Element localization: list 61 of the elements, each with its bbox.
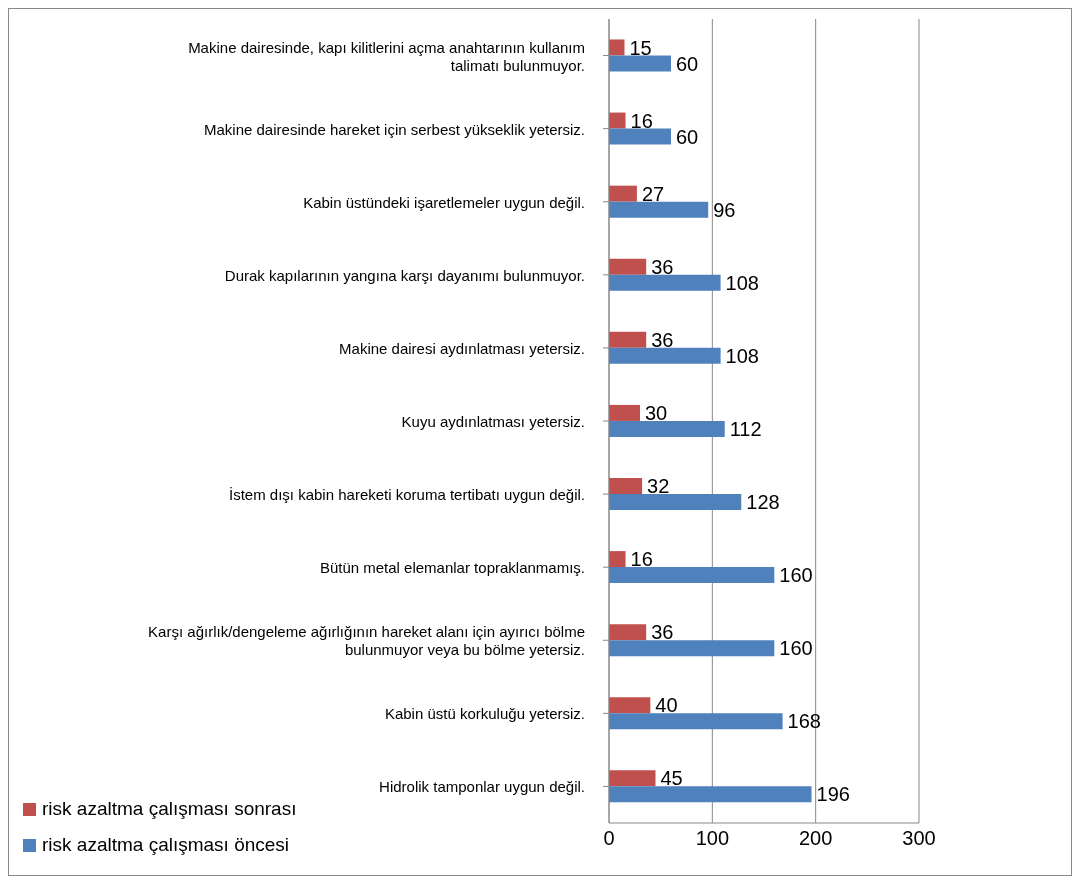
bar — [609, 567, 775, 584]
bar — [609, 420, 725, 437]
bar — [609, 258, 647, 275]
bar — [609, 478, 643, 495]
bar — [609, 404, 640, 421]
bar — [609, 697, 651, 714]
y-tick-label: Durak kapılarının yangına karşı dayanımı bulunmuyor. — [224, 266, 585, 284]
data-label: 108 — [725, 271, 759, 294]
data-label: 168 — [787, 710, 821, 733]
data-label: 36 — [651, 621, 674, 644]
bar — [609, 770, 656, 787]
data-label: 196 — [816, 783, 850, 806]
data-label: 60 — [676, 125, 699, 148]
data-label: 32 — [647, 475, 670, 498]
data-label: 160 — [779, 637, 813, 660]
bar — [609, 786, 812, 803]
data-label: 108 — [725, 344, 759, 367]
data-label: 36 — [651, 255, 674, 278]
y-tick-label: Karşı ağırlık/dengeleme ağırlığının hareket alanı için ayırıcı bölme bulunmuyor veya bu bölme yetersiz. — [148, 622, 585, 658]
y-tick-label: Bütün metal elemanlar topraklanmamış. — [319, 558, 585, 576]
bar — [609, 274, 721, 291]
bar — [609, 185, 637, 202]
data-label: 112 — [729, 418, 762, 441]
data-label: 160 — [779, 564, 813, 587]
data-label: 60 — [676, 52, 699, 75]
bar — [609, 494, 742, 511]
x-tick-label: 300 — [902, 827, 936, 850]
data-label: 45 — [660, 767, 683, 790]
bar — [609, 128, 671, 145]
data-label: 96 — [713, 198, 736, 221]
bar — [609, 331, 647, 348]
x-tick-label: 0 — [603, 827, 615, 850]
bar — [609, 112, 626, 129]
data-label: 16 — [630, 109, 653, 132]
data-label: 15 — [629, 36, 652, 59]
y-tick-label: Makine dairesinde, kapı kilitlerini açma anahtarının kullanım talimatı bulunmuyor. — [188, 38, 585, 74]
y-tick-label: Kabin üstündeki işaretlemeler uygun değil. — [303, 193, 585, 211]
legend-label: risk azaltma çalışması sonrası — [42, 797, 297, 821]
data-label: 27 — [641, 182, 665, 205]
data-label: 40 — [655, 694, 678, 717]
y-tick-label: Makine dairesi aydınlatması yetersiz. — [339, 339, 585, 357]
x-tick-label: 100 — [695, 827, 730, 850]
legend-label: risk azaltma çalışması öncesi — [42, 833, 290, 857]
x-tick-label: 200 — [798, 827, 833, 850]
bar — [609, 55, 671, 72]
y-tick-label: Hidrolik tamponlar uygun değil. — [379, 777, 585, 795]
data-label: 16 — [630, 548, 653, 571]
bar — [609, 640, 775, 657]
y-tick-label: Makine dairesinde hareket için serbest yükseklik yetersiz. — [204, 120, 585, 138]
bar — [609, 39, 625, 56]
y-tick-label: Kabin üstü korkuluğu yetersiz. — [384, 704, 585, 722]
bar — [609, 201, 709, 218]
data-label: 128 — [746, 491, 780, 514]
bar — [609, 713, 783, 730]
bar — [609, 347, 721, 364]
data-label: 36 — [651, 328, 674, 351]
y-tick-label: İstem dışı kabin hareketi koruma tertibatı uygun değil. — [228, 485, 585, 503]
bar — [609, 551, 626, 568]
bar — [609, 624, 647, 641]
data-label: 30 — [645, 402, 668, 425]
y-tick-label: Kuyu aydınlatması yetersiz. — [401, 412, 585, 430]
